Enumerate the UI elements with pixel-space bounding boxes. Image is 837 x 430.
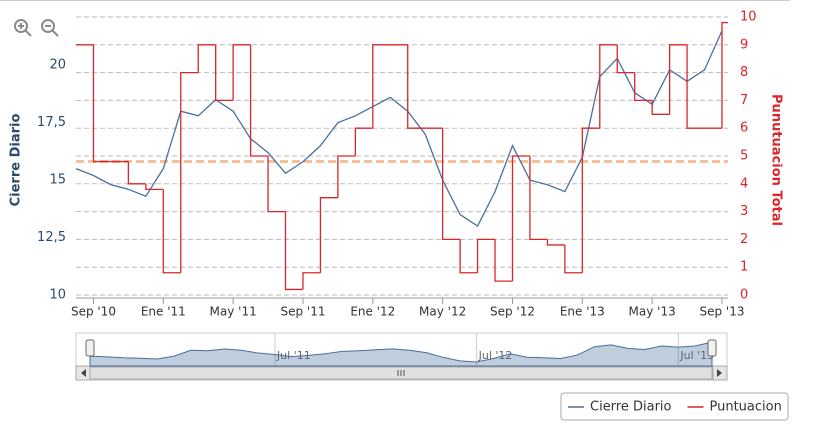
step-segment [651,100,670,115]
step-segment [215,44,234,102]
step-segment [145,183,164,191]
step-segment [599,44,618,129]
x-tick-label: Ene '13 [560,305,605,319]
navigator-tick-label: Jul '12 [478,349,513,362]
step-segment [162,189,181,274]
step-segment [616,44,635,74]
step-segment [197,44,216,73]
step-segment [284,211,303,291]
navigator-handle[interactable] [85,339,95,357]
x-tick-label: May '12 [419,305,466,319]
step-segment [686,44,705,129]
x-tick-label: Ene '12 [350,305,395,319]
step-segment [634,72,653,102]
step-segment [721,21,728,129]
y2-tick-label: 1 [740,260,748,275]
step-segment [372,44,391,129]
zoom-in[interactable] [14,19,32,37]
legend-label[interactable]: Cierre Diario [590,400,672,415]
step-segment [407,44,426,129]
y2-axis-title: Punutuacion Total [769,94,784,226]
y-axis-title: Cierre Diario [9,114,24,207]
legend-box [560,392,789,421]
legend-label[interactable]: Puntuacion [710,400,782,415]
navigator-area [89,341,713,367]
x-tick-label: Sep '13 [700,305,745,319]
x-tick-label: Sep '12 [490,305,535,319]
step-segment [581,127,600,273]
step-segment [127,161,146,185]
y-tick-label: 20 [49,58,66,73]
x-tick-label: Sep '11 [280,305,325,319]
step-segment [459,239,478,274]
zoom-out[interactable] [41,19,59,37]
step-segment [319,197,338,273]
y2-tick-label: 4 [740,176,748,191]
y2-tick-label: 5 [740,149,748,164]
y2-tick-label: 0 [740,288,748,303]
step-segment [441,128,461,241]
y-tick-label: 17,5 [37,115,66,130]
navigator-tick-label: Jul '11 [276,349,311,362]
y2-tick-label: 6 [740,121,748,136]
navigator-tick-label: Jul '13 [679,349,714,362]
y2-tick-label: 9 [740,37,748,52]
step-segment [476,238,496,273]
step-segment [564,244,583,274]
y2-tick-label: 8 [740,65,748,80]
step-segment [92,44,111,163]
step-segment [267,156,286,213]
x-tick-label: May '11 [210,305,257,319]
y2-tick-label: 2 [740,232,748,247]
step-segment [180,71,199,273]
step-segment [302,272,321,290]
y2-tick-label: 7 [740,93,748,108]
x-tick-label: Ene '11 [141,305,186,319]
x-tick-label: May '13 [629,305,676,319]
scrollbar[interactable] [75,365,728,381]
y-tick-label: 12,5 [37,230,66,245]
step-segment [232,44,251,101]
step-segment [354,127,373,156]
x-tick-label: Sep '10 [71,305,116,319]
step-segment [337,155,356,198]
step-segment [546,239,565,246]
navigator-handle[interactable] [707,339,717,357]
y2-tick-label: 3 [740,204,748,219]
series-line [75,30,723,228]
step-segment [529,156,548,241]
y2-tick-label: 10 [740,10,757,25]
step-segment [668,44,688,115]
y-tick-label: 10 [49,288,66,303]
y-tick-label: 15 [49,173,66,188]
step-segment [494,239,513,282]
step-segment [249,44,269,157]
step-segment [511,155,530,282]
